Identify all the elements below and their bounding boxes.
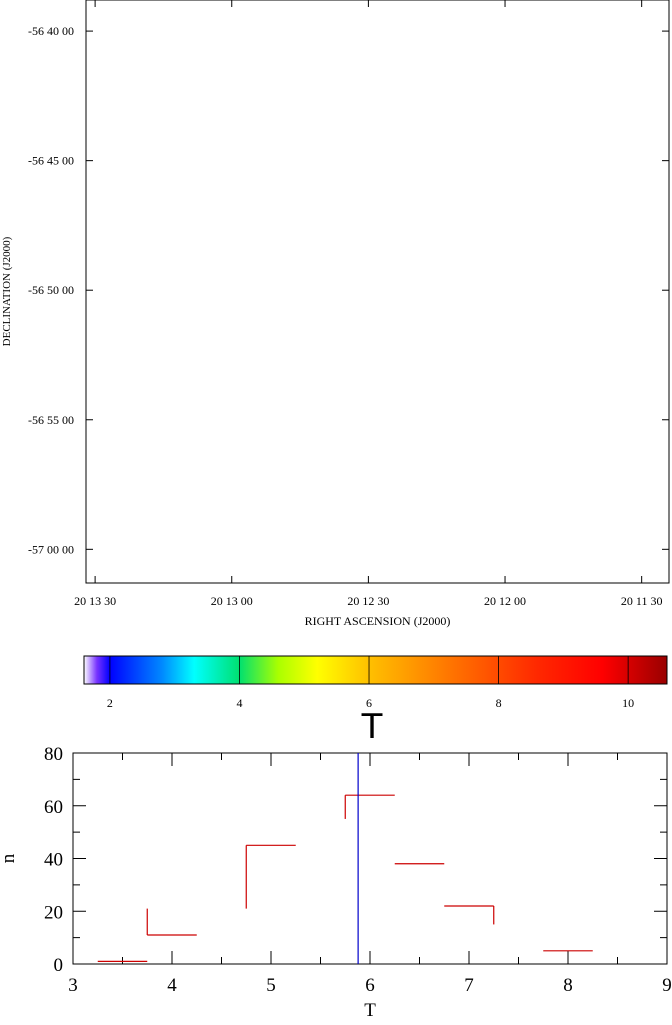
histogram-y-tick-label: 0 bbox=[54, 955, 64, 976]
colorbar-tick-label: 10 bbox=[622, 696, 634, 710]
colorbar-tick-label: 6 bbox=[366, 696, 372, 710]
colorbar-tick-label: 4 bbox=[236, 696, 242, 710]
map-x-tick-label: 20 11 30 bbox=[621, 594, 663, 608]
histogram-x-axis-label: T bbox=[364, 1000, 376, 1020]
histogram-y-tick-label: 40 bbox=[44, 850, 63, 871]
map-x-axis-label: RIGHT ASCENSION (J2000) bbox=[305, 614, 451, 628]
histogram-x-tick-label: 7 bbox=[464, 975, 474, 996]
map-x-ticks: 20 13 30 20 13 00 20 12 30 20 12 00 20 11 30 bbox=[74, 0, 662, 608]
map-y-axis-label: DECLINATION (J2000) bbox=[1, 236, 13, 346]
colorbar-ticks: 2 4 6 8 10 bbox=[107, 656, 634, 710]
histogram-panel: 3 4 5 6 7 8 9 0 20 40 60 80 T n bbox=[0, 744, 672, 1021]
histogram-y-tick-label: 80 bbox=[44, 744, 63, 765]
map-y-tick-label: -57 00 00 bbox=[28, 542, 74, 556]
map-y-tick-label: -56 55 00 bbox=[28, 413, 74, 427]
map-x-tick-label: 20 13 00 bbox=[211, 594, 253, 608]
map-x-tick-label: 20 12 00 bbox=[484, 594, 526, 608]
map-panel: 20 13 30 20 13 00 20 12 30 20 12 00 20 11 30… bbox=[1, 0, 670, 628]
colorbar-gradient bbox=[83, 655, 668, 685]
histogram-bins bbox=[97, 794, 593, 962]
histogram-x-tick-label: 9 bbox=[662, 975, 672, 996]
map-y-tick-label: -56 45 00 bbox=[28, 154, 74, 168]
map-y-tick-label: -56 40 00 bbox=[28, 24, 74, 38]
histogram-ticks: 3 4 5 6 7 8 9 0 20 40 60 80 bbox=[44, 744, 672, 996]
histogram-x-tick-label: 3 bbox=[68, 975, 78, 996]
map-y-tick-label: -56 50 00 bbox=[28, 283, 74, 297]
colorbar-tick-label: 2 bbox=[107, 696, 113, 710]
histogram-x-tick-label: 4 bbox=[167, 975, 177, 996]
histogram-x-tick-label: 5 bbox=[266, 975, 276, 996]
map-x-tick-label: 20 13 30 bbox=[74, 594, 116, 608]
histogram-x-tick-label: 6 bbox=[365, 975, 375, 996]
colorbar-label: T bbox=[361, 707, 383, 747]
colorbar-tick-label: 8 bbox=[496, 696, 502, 710]
histogram-y-axis-label: n bbox=[0, 853, 19, 863]
colorbar-panel: 2 4 6 8 10 T bbox=[83, 655, 668, 747]
map-frame bbox=[85, 0, 670, 584]
histogram-y-tick-label: 20 bbox=[44, 902, 63, 923]
histogram-x-tick-label: 8 bbox=[563, 975, 573, 996]
map-y-ticks: -56 40 00 -56 45 00 -56 50 00 -56 55 00 -57 … bbox=[28, 24, 669, 556]
histogram-frame bbox=[72, 752, 668, 965]
histogram-y-tick-label: 60 bbox=[44, 797, 63, 818]
map-x-tick-label: 20 12 30 bbox=[347, 594, 389, 608]
